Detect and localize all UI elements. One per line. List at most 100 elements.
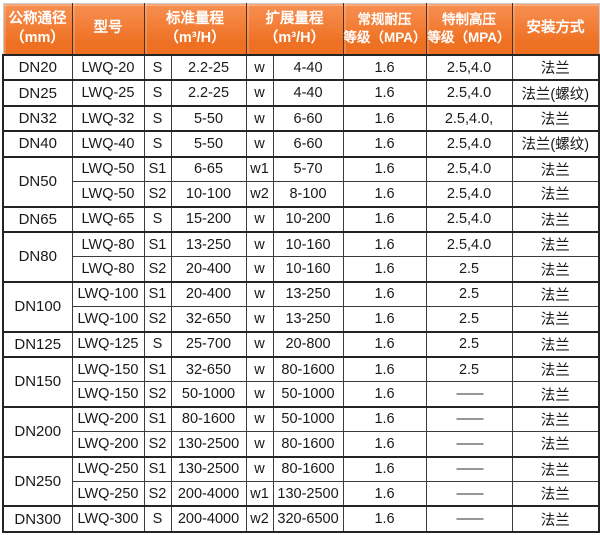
pressure-high-cell: 2.5,4.0 [425,230,513,258]
ext-range-cell: 13-250 [272,306,344,333]
ext-range-cell: 6-60 [272,104,344,132]
dn-cell: DN25 [2,79,73,107]
dn-cell: DN65 [2,205,73,233]
mount-cell: 法兰(螺纹) [511,130,600,158]
table-row: LWQ-250 S2 200-4000 w1 130-2500 1.6 —— 法兰 [3,481,600,507]
pressure-high-cell: 2.5 [425,355,513,383]
dn-cell: DN50 [2,155,73,207]
table-row: DN50 LWQ-50 S1 6-65 w1 5-70 1.6 2.5,4.0 法兰 [2,155,600,207]
std-range-cell: 130-2500 [170,455,247,482]
pressure-normal-cell: 1.6 [342,355,427,383]
spec-table-body: DN20 LWQ-20 S 2.2-25 w 4-40 1.6 2.5,4.0 法兰 DN25 LW… [2,53,600,533]
ext-index-cell: w [245,79,274,107]
model-cell: LWQ-50 [71,155,145,183]
header-model: 型号 [71,3,145,56]
pressure-normal-cell: 1.6 [342,330,427,358]
table-row: LWQ-100 S2 32-650 w 13-250 1.6 2.5 法兰 [3,306,600,333]
header-standard-range-line2: （m³/H） [164,30,226,46]
header-standard-range: 标准量程 （m³/H） [143,3,247,56]
std-index-cell: S [143,79,172,107]
table-row: DN80 LWQ-80 S1 13-250 w 10-160 1.6 2.5,4.0 法兰 [2,230,600,283]
ext-range-cell: 5-70 [272,155,344,183]
pressure-normal-cell: 1.6 [342,230,427,258]
header-special-pressure-line2: 等级（MPA） [427,30,511,45]
mount-cell: 法兰 [511,53,600,81]
dn-cell: DN40 [2,130,73,158]
ext-range-cell: 80-1600 [272,431,344,458]
model-cell: LWQ-25 [71,79,145,107]
pressure-normal-cell: 1.6 [342,481,427,507]
model-cell: LWQ-125 [71,330,145,358]
std-index-cell: S1 [143,280,172,308]
table-row: DN125 LWQ-125 S 25-700 w 20-800 1.6 2.5 法兰 [2,330,600,358]
std-range-cell: 20-400 [170,280,247,308]
mount-cell: 法兰 [511,405,600,433]
model-cell: LWQ-250 [71,455,145,482]
pressure-high-cell: 2.5,4.0 [425,181,513,207]
ext-index-cell: w [245,455,274,482]
std-range-cell: 200-4000 [170,481,247,507]
model-cell: LWQ-40 [71,130,145,158]
ext-index-cell: w [245,280,274,308]
dn-cell: DN300 [2,505,73,533]
header-normal-pressure-line2: 等级（MPA） [343,30,427,45]
std-range-cell: 5-50 [170,104,247,132]
pressure-high-cell: 2.5,4.0 [425,205,513,233]
table-row: DN200 LWQ-200 S1 80-1600 w 50-1000 1.6 —— 法兰 [2,405,600,458]
ext-range-cell: 80-1600 [272,455,344,482]
header-normal-pressure-line1: 常规耐压 [357,12,412,28]
mount-cell: 法兰 [511,256,600,283]
ext-index-cell: w [245,381,274,408]
mount-cell: 法兰 [511,205,600,233]
pressure-high-cell: —— [425,455,513,482]
ext-range-cell: 13-250 [272,280,344,308]
header-standard-range-line1: 标准量程 [166,10,224,27]
pressure-normal-cell: 1.6 [342,431,427,458]
std-range-cell: 2.2-25 [170,79,247,107]
mount-cell: 法兰 [511,505,600,533]
table-row: DN40 LWQ-40 S 5-50 w 6-60 1.6 2.5,4.0 法兰(螺纹) [2,130,600,158]
pressure-high-cell: 2.5,4.0 [425,155,513,183]
ext-index-cell: w [245,306,274,333]
std-index-cell: S2 [143,481,172,507]
mount-cell: 法兰 [511,280,600,308]
table-row: DN32 LWQ-32 S 5-50 w 6-60 1.6 2.5,4.0, 法兰 [2,104,600,132]
table-row: LWQ-200 S2 130-2500 w 80-1600 1.6 —— 法兰 [3,431,600,458]
std-range-cell: 50-1000 [170,381,247,408]
pressure-high-cell: 2.5,4.0, [425,104,513,132]
pressure-high-cell: 2.5,4.0 [425,130,513,158]
mount-cell: 法兰(螺纹) [511,79,600,107]
std-index-cell: S1 [143,230,172,258]
table-row: LWQ-50 S2 10-100 w2 8-100 1.6 2.5,4.0 法兰 [3,181,600,207]
pressure-high-cell: 2.5 [425,256,513,283]
ext-range-cell: 130-2500 [272,481,344,507]
mount-cell: 法兰 [511,455,600,482]
header-special-pressure-line1: 特制高压 [442,12,497,28]
pressure-normal-cell: 1.6 [342,405,427,433]
ext-index-cell: w [245,431,274,458]
pressure-normal-cell: 1.6 [342,280,427,308]
pressure-normal-cell: 1.6 [342,104,427,132]
std-index-cell: S2 [143,256,172,283]
pressure-normal-cell: 1.6 [342,155,427,183]
pressure-high-cell: 2.5 [425,330,513,358]
std-range-cell: 25-700 [170,330,247,358]
ext-index-cell: w [245,104,274,132]
std-range-cell: 2.2-25 [170,53,247,81]
std-range-cell: 15-200 [170,205,247,233]
ext-index-cell: w [245,355,274,383]
table-row: DN150 LWQ-150 S1 32-650 w 80-1600 1.6 2.5 法兰 [2,355,600,408]
pressure-normal-cell: 1.6 [342,505,427,533]
model-cell: LWQ-300 [71,505,145,533]
pressure-normal-cell: 1.6 [342,130,427,158]
pressure-high-cell: —— [425,505,513,533]
model-cell: LWQ-250 [71,481,145,507]
std-range-cell: 130-2500 [170,431,247,458]
std-range-cell: 5-50 [170,130,247,158]
spec-table-container: 公称通径 （mm） 型号 标准量程 （m³/H） 扩展量程 （m³/H） 常规耐… [2,3,600,533]
std-index-cell: S1 [143,405,172,433]
mount-cell: 法兰 [511,181,600,207]
header-nominal-diameter-line1: 公称通径 [8,10,67,27]
std-index-cell: S1 [143,155,172,183]
ext-index-cell: w [245,53,274,81]
